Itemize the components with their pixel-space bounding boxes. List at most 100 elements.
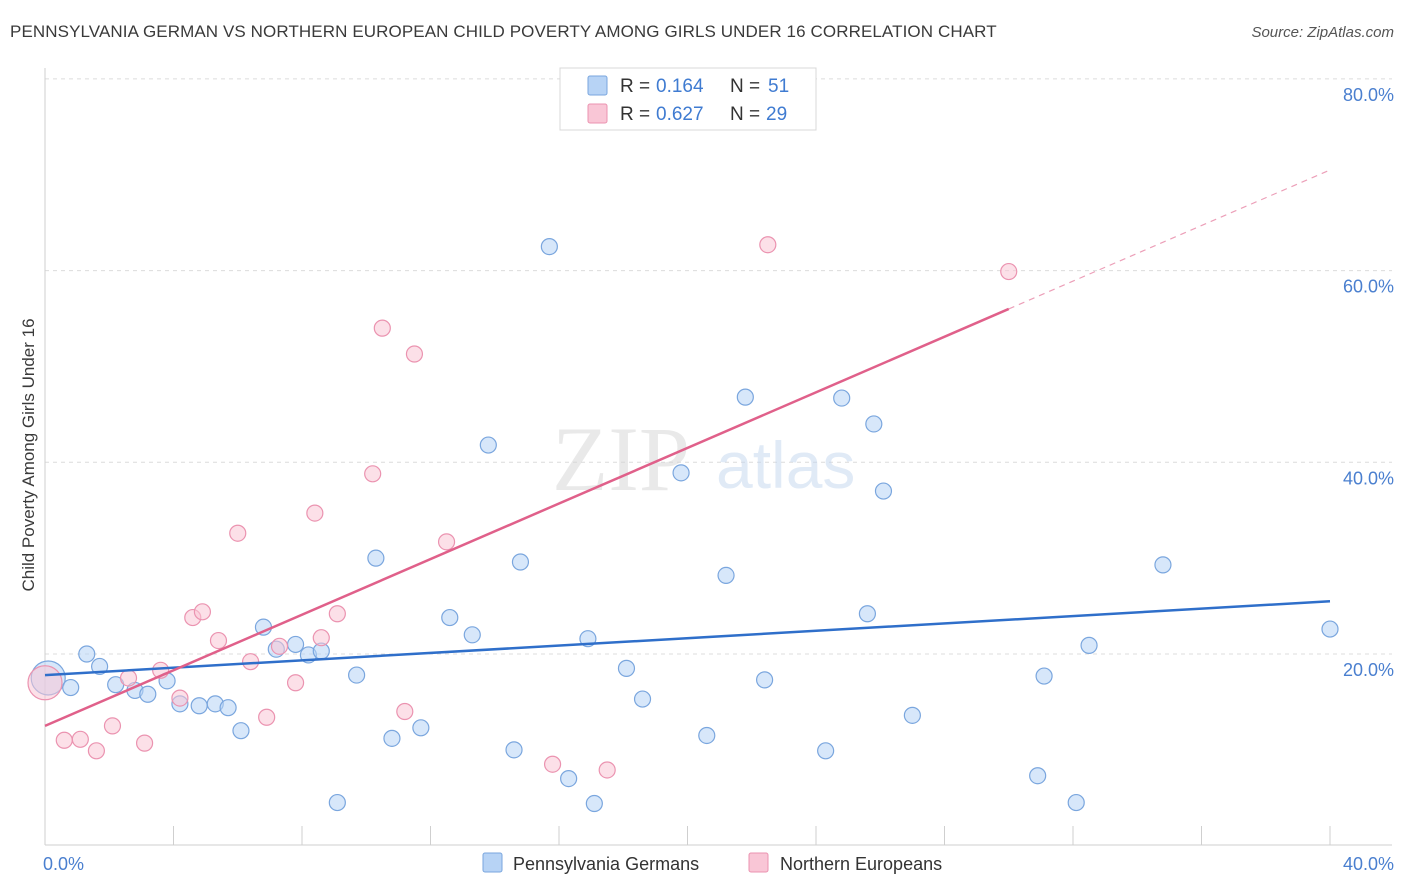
x-tick-labels: 0.0% 40.0% — [43, 854, 1394, 874]
data-point — [312, 629, 330, 647]
data-point — [367, 549, 385, 567]
watermark-zip: ZIP — [552, 408, 690, 510]
data-point — [463, 626, 481, 644]
bottom-legend-label-pennsylvania-germans: Pennsylvania Germans — [513, 854, 699, 874]
data-point — [242, 653, 260, 671]
data-point — [71, 730, 89, 748]
legend-r-value-1: 0.627 — [656, 104, 704, 125]
legend-swatch-pink — [587, 103, 608, 124]
series-northern-europeans-points — [27, 236, 1018, 779]
y-axis-label: Child Poverty Among Girls Under 16 — [19, 318, 38, 591]
data-point — [119, 669, 138, 687]
data-point — [543, 755, 562, 773]
data-point — [193, 603, 212, 621]
data-point — [441, 608, 459, 627]
data-point — [78, 645, 96, 663]
series-pennsylvania-germans-points — [30, 238, 1339, 813]
data-point — [505, 741, 523, 759]
data-point — [755, 671, 774, 689]
data-point — [698, 726, 716, 745]
y-tick-label: 20.0% — [1343, 660, 1394, 680]
trend-line-dashed — [1008, 169, 1331, 310]
data-point — [858, 605, 877, 623]
data-point — [874, 482, 893, 500]
data-point — [405, 345, 424, 363]
data-point — [270, 637, 289, 655]
data-point — [306, 504, 324, 522]
data-point — [1000, 262, 1018, 281]
data-point — [229, 524, 247, 542]
bottom-legend-label-northern-europeans: Northern Europeans — [780, 854, 942, 874]
data-point — [62, 678, 80, 697]
data-point — [171, 689, 189, 707]
y-tick-label: 40.0% — [1343, 468, 1394, 488]
data-point — [511, 553, 530, 571]
data-point — [396, 702, 414, 721]
watermark: ZIP atlas — [552, 408, 855, 510]
data-point — [1067, 793, 1085, 812]
data-point — [672, 464, 690, 482]
y-tick-label: 80.0% — [1343, 85, 1394, 105]
data-point — [286, 635, 305, 654]
data-point — [736, 388, 754, 406]
chart-source: Source: ZipAtlas.com — [1251, 24, 1394, 41]
data-point — [833, 389, 851, 407]
legend-r-label-1: R = — [620, 104, 650, 125]
trend-line — [44, 600, 1331, 677]
data-point — [412, 719, 430, 737]
legend-n-value-1: 29 — [766, 104, 787, 125]
legend-n-label-1: N = — [730, 104, 760, 125]
data-point — [633, 690, 652, 708]
data-point — [598, 761, 616, 779]
axes — [44, 68, 1392, 846]
data-point — [27, 665, 63, 701]
data-point — [383, 729, 401, 747]
data-point — [560, 770, 578, 788]
data-point — [232, 722, 250, 740]
data-point — [139, 685, 157, 703]
legend-r-label-0: R = — [620, 76, 650, 97]
correlation-legend: R = 0.164 N = 51 R = 0.627 N = 29 — [559, 67, 817, 131]
data-point — [759, 236, 777, 254]
grid-lines — [45, 78, 1392, 655]
series-legend: Pennsylvania Germans Northern Europeans — [482, 852, 942, 874]
watermark-atlas: atlas — [716, 428, 855, 502]
data-point — [55, 731, 73, 749]
data-point — [190, 697, 208, 715]
data-point — [373, 319, 391, 337]
data-point — [364, 465, 382, 483]
y-tick-label: 60.0% — [1343, 277, 1394, 297]
chart-title: PENNSYLVANIA GERMAN VS NORTHERN EUROPEAN… — [10, 22, 997, 41]
trend-lines — [44, 169, 1331, 728]
x-tick-label: 40.0% — [1343, 854, 1394, 874]
data-point — [1154, 556, 1172, 574]
data-point — [328, 793, 346, 812]
data-point — [348, 666, 366, 684]
data-point — [103, 717, 122, 735]
data-point — [328, 605, 346, 623]
bottom-legend-swatch-pink — [748, 852, 769, 873]
legend-swatch-blue — [587, 75, 608, 96]
y-tick-labels: 20.0% 40.0% 60.0% 80.0% — [1343, 85, 1394, 680]
legend-n-value-0: 51 — [768, 76, 789, 97]
data-point — [1029, 767, 1047, 785]
data-point — [1321, 620, 1339, 638]
data-point — [617, 659, 636, 677]
data-point — [258, 708, 276, 726]
data-point — [219, 699, 237, 717]
x-tick-label: 0.0% — [43, 854, 84, 874]
data-point — [135, 734, 154, 752]
data-point — [1080, 636, 1098, 654]
data-point — [585, 794, 603, 813]
data-point — [717, 566, 735, 585]
data-point — [540, 238, 558, 256]
legend-n-label-0: N = — [730, 76, 760, 97]
legend-r-value-0: 0.164 — [656, 76, 704, 97]
data-point — [903, 706, 921, 724]
data-point — [91, 657, 109, 676]
data-point — [286, 674, 305, 692]
data-point — [865, 415, 883, 433]
data-point — [87, 742, 106, 760]
data-point — [1035, 667, 1053, 685]
